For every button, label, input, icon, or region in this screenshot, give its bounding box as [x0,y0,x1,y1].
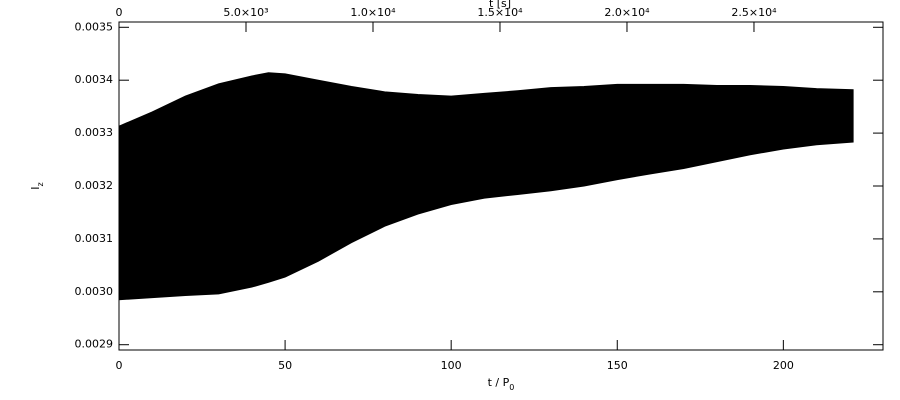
x-axis-title-sub: 0 [509,383,514,392]
x2-tick-label: 2.0×10⁴ [604,6,650,19]
y-tick-label: 0.0031 [75,232,114,245]
x2-axis-title: t [s] [489,0,511,10]
x-tick-label: 50 [278,359,292,372]
y-tick-label: 0.0034 [75,73,114,86]
x-axis-title: t / P0 [488,376,515,392]
x2-tick-label: 0 [116,6,123,19]
y-tick-label: 0.0030 [75,285,114,298]
y-tick-label: 0.0032 [75,179,114,192]
y-tick-label: 0.0035 [75,20,114,33]
x2-tick-label: 1.5×10⁴ [477,6,523,19]
y-axis-title-main: I [29,186,42,189]
x-tick-label: 100 [441,359,462,372]
y-axis-title: Iz [29,182,45,189]
oscillation-band [118,72,854,301]
x-tick-label: 150 [607,359,628,372]
x-tick-label: 0 [116,359,123,372]
x-tick-label: 200 [773,359,794,372]
x2-tick-label: 5.0×10³ [223,6,268,19]
y-axis-title-sub: z [36,182,45,186]
y-tick-label: 0.0033 [75,126,114,139]
x-axis-title-main: t / P [488,376,510,389]
y-tick-label: 0.0029 [75,338,114,351]
x2-tick-label: 2.5×10⁴ [731,6,777,19]
x2-tick-label: 1.0×10⁴ [350,6,396,19]
